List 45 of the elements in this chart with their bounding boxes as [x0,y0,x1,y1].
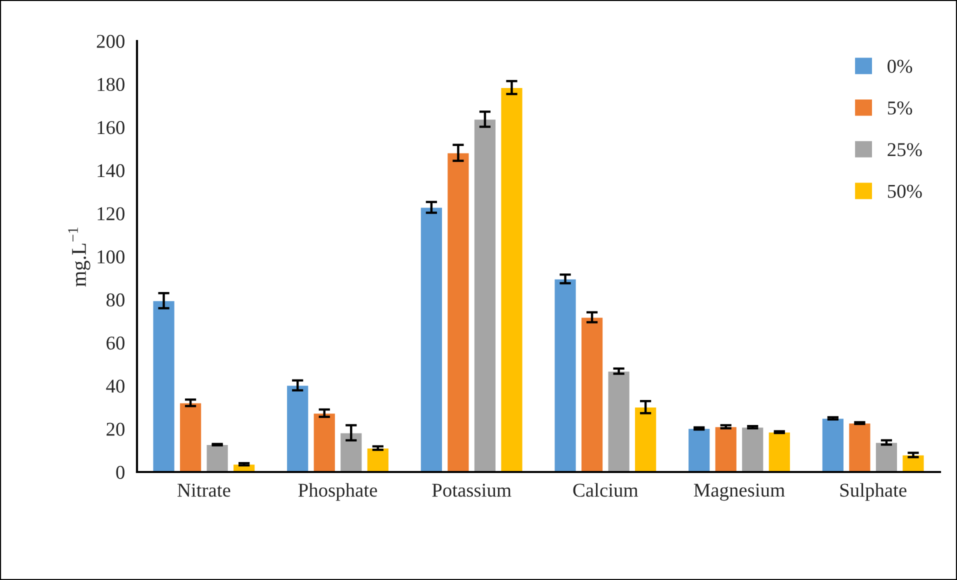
bar [634,406,657,472]
bar [286,384,309,472]
legend-label: 25% [888,143,922,156]
y-axis-title: mg.L$^{−1}$ [68,228,90,287]
bar [580,316,604,472]
y-tick-label: 40 [106,380,124,393]
bar [714,426,738,472]
y-tick-label: 0 [116,466,124,479]
bar [741,426,764,472]
bar [152,300,176,472]
y-tick-label: 160 [98,121,124,134]
legend-label: 0% [888,60,912,73]
bar [366,448,390,472]
x-tick-label: Potassium [432,484,512,497]
bar [420,206,443,472]
bar [554,278,577,472]
bar [688,428,710,472]
bar [902,454,925,472]
bar [607,370,630,472]
y-tick-label: 100 [98,250,124,264]
bar [768,432,791,472]
bar [312,412,336,472]
x-tick-label: Phosphate [298,483,378,501]
legend-label: 50% [888,184,922,198]
bar [500,87,524,472]
y-tick-label: 180 [98,78,124,92]
bar [848,422,872,472]
bar [822,418,844,472]
legend-label: 5% [888,101,912,115]
bar [340,432,363,472]
bar [875,442,898,472]
y-tick-label: 80 [106,293,124,307]
bar [474,118,496,472]
bar [446,152,470,472]
x-tick-label: Magnesium [694,484,785,501]
x-tick-label: Calcium [573,483,638,497]
x-tick-label: Sulphate [840,483,906,501]
x-tick-label: Nitrate [177,484,230,497]
y-tick-label: 20 [106,422,124,436]
y-tick-label: 60 [106,336,124,350]
y-tick-label: 140 [98,164,124,178]
bar [179,402,202,472]
bar [206,444,229,472]
y-tick-label: 200 [96,34,124,48]
y-tick-label: 120 [98,207,124,220]
